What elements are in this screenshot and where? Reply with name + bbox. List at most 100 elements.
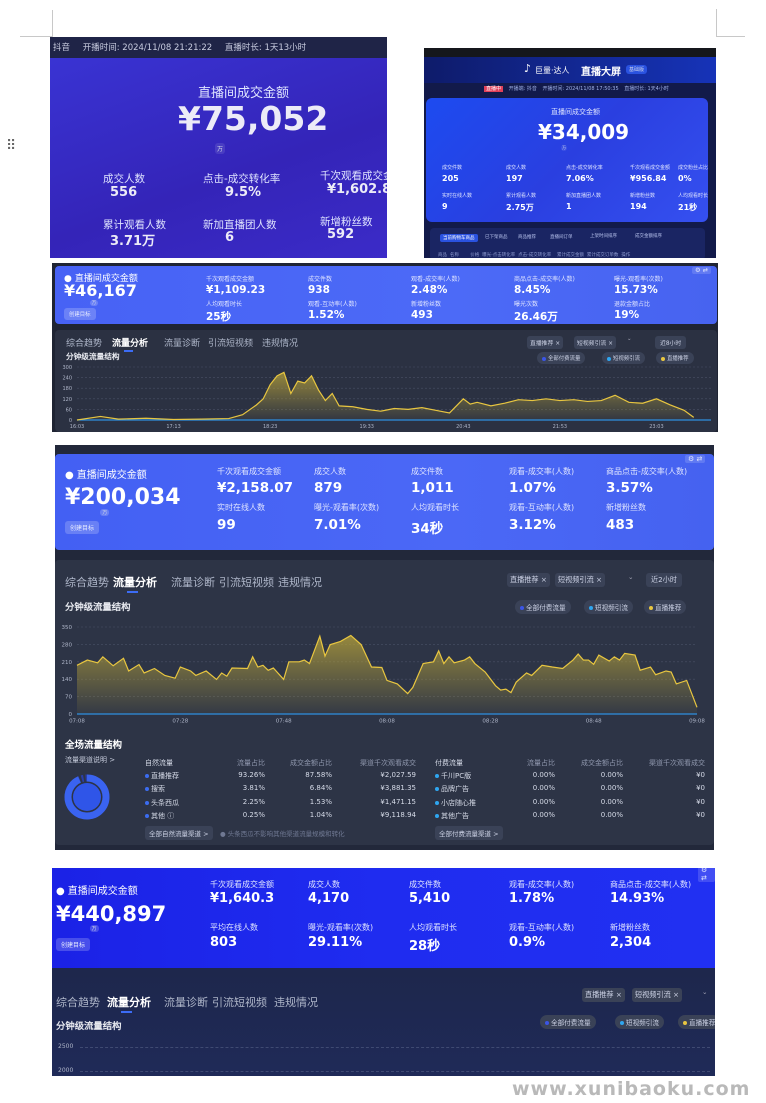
legend-item[interactable]: 直播推荐 <box>656 352 694 364</box>
filter-tag[interactable]: 短视频引流 × <box>632 988 682 1002</box>
legend-item[interactable]: 全部付费流量 <box>537 352 586 364</box>
channel-info-link[interactable]: 流量渠道说明 > <box>65 756 116 764</box>
metric-value: 14.93% <box>610 891 665 906</box>
settings-icon[interactable]: ⚙ ⇄ <box>692 267 711 274</box>
table-header: 流量占比 <box>237 759 265 767</box>
tab-0[interactable]: 综合趋势 <box>56 996 100 1009</box>
screenshot-dashboard-1: 抖音 开播时间: 2024/11/08 21:21:22 直播时长: 1天13小… <box>50 37 387 258</box>
sort-option[interactable]: 成交金额排序 <box>635 234 662 239</box>
legend-item[interactable]: 直播推荐 <box>644 600 687 614</box>
metric-label: 新加直播团人数 <box>203 219 277 231</box>
legend-item[interactable]: 直播推荐 <box>678 1015 715 1029</box>
table-cell: ¥2,027.59 <box>380 771 416 779</box>
time-range-select[interactable]: 近2小时 <box>646 573 682 587</box>
screenshot-dashboard-5: ● 直播间成交金额 ¥440,897 万创建目标 千次观看成交金额 ¥1,640.3 成交人… <box>52 868 715 1076</box>
live-badge: 直播中 <box>484 86 504 92</box>
cell-text: 品牌广告 <box>441 785 469 794</box>
create-goal-button[interactable]: 创建目标 <box>56 938 91 951</box>
settings-icon[interactable]: ⚙ ⇄ <box>698 868 715 882</box>
metric-value: 15.73% <box>614 284 658 296</box>
metric-label: 人均观看时长 <box>206 301 243 308</box>
metric-value: 556 <box>110 185 138 200</box>
table-cell: 0.00% <box>601 811 623 819</box>
tab-0[interactable]: 综合趋势 <box>65 576 109 589</box>
table-cell: 87.58% <box>305 771 332 779</box>
channel-dot <box>435 813 439 818</box>
filter-tag[interactable]: 短视频引流 × <box>574 336 616 349</box>
product-tab[interactable]: 商品推荐 <box>518 235 536 240</box>
tab-3[interactable]: 引流短视频 <box>208 339 254 349</box>
create-goal-button[interactable]: 创建目标 <box>64 308 96 320</box>
metric-value: 9 <box>442 202 448 211</box>
tab-2[interactable]: 流量诊断 <box>164 996 208 1009</box>
x-tick-label: 19:33 <box>360 424 374 430</box>
metric-label: 成交件数 <box>308 276 333 283</box>
tab-1[interactable]: 流量分析 <box>107 996 151 1009</box>
legend-item[interactable]: 全部付费流量 <box>515 600 571 614</box>
info-circle-icon: ● <box>65 470 74 481</box>
metric-value: 29.11% <box>308 935 363 950</box>
legend-item[interactable]: 短视频引流 <box>602 352 645 364</box>
unit-chip: 万 <box>89 300 99 306</box>
drag-handle-icon[interactable]: ⠿ <box>6 138 17 154</box>
product-tab[interactable]: 已下架商品 <box>485 235 508 240</box>
all-natural-channels-button[interactable]: 全部自然流量渠道 > <box>145 826 213 840</box>
metric-value: ¥1,640.3 <box>210 891 275 906</box>
tab-2[interactable]: 流量诊断 <box>164 339 201 349</box>
metric-label: 观看-成交率(人数) <box>509 467 575 476</box>
all-paid-channels-button[interactable]: 全部付费流量渠道 > <box>435 826 503 840</box>
legend-item[interactable]: 短视频引流 <box>615 1015 664 1029</box>
table-cell: 3.81% <box>243 784 265 792</box>
duration: 直播时长: 1天4小时 <box>624 86 669 92</box>
tab-3[interactable]: 引流短视频 <box>212 996 267 1009</box>
legend-item[interactable]: 短视频引流 <box>584 600 633 614</box>
chevron-down-icon[interactable]: ⌄ <box>628 573 634 581</box>
metric-value: 1,011 <box>411 480 454 496</box>
table-cell: ¥1,471.15 <box>380 798 416 806</box>
y-tick-label: 2500 <box>58 1043 74 1050</box>
chevron-down-icon[interactable]: ⌄ <box>702 988 708 996</box>
gmv-title: ● 直播间成交金额 <box>56 882 138 897</box>
table-header: 流量占比 <box>527 759 555 767</box>
filter-tag[interactable]: 直播推荐 × <box>582 988 625 1002</box>
chevron-down-icon[interactable]: ⌄ <box>627 336 632 342</box>
table-cell: 0.00% <box>601 798 623 806</box>
metric-label: 新加直播团人数 <box>566 193 602 199</box>
cell-text: ¥9,118.94 <box>380 810 416 819</box>
cell-text: 0.00% <box>600 810 623 819</box>
start-time: 开播时间: 2024/11/08 17:50:35 <box>542 86 619 92</box>
filter-tag[interactable]: 直播推荐 × <box>507 573 550 587</box>
cell-text: 0.00% <box>600 797 623 806</box>
product-tab[interactable]: 直播间订单 <box>550 235 573 240</box>
metric-label: 观看-互动率(人数) <box>509 503 575 512</box>
sort-option[interactable]: 上架时间排序 <box>590 234 617 239</box>
legend-item[interactable]: 全部付费流量 <box>540 1015 596 1029</box>
y-tick-label: 140 <box>62 677 73 683</box>
metric-value: 6 <box>225 230 235 245</box>
tab-2[interactable]: 流量诊断 <box>171 576 215 589</box>
tab-underline <box>123 349 133 352</box>
tab-4[interactable]: 违规情况 <box>278 576 322 589</box>
settings-icon[interactable]: ⚙ ⇄ <box>685 455 706 463</box>
channel-name: 其他广告 <box>435 811 469 821</box>
legend-label: 直播推荐 <box>667 356 689 362</box>
filter-tag[interactable]: 短视频引流 × <box>555 573 605 587</box>
tab-4[interactable]: 违规情况 <box>274 996 318 1009</box>
metric-value: 197 <box>506 174 523 183</box>
cell-text: 0.00% <box>600 771 623 779</box>
tab-0[interactable]: 综合趋势 <box>66 339 103 349</box>
filter-tag[interactable]: 直播推荐 × <box>527 336 564 349</box>
time-range-select[interactable]: 近8小时 <box>655 336 687 349</box>
gmv-title-text: 直播间成交金额 <box>67 886 138 897</box>
tab-3[interactable]: 引流短视频 <box>219 576 274 589</box>
product-tab[interactable]: 当前购物车商品 <box>440 234 478 242</box>
edition-select[interactable]: 基础版 <box>626 65 648 74</box>
tab-1[interactable]: 流量分析 <box>112 339 149 349</box>
metric-value: 28秒 <box>409 939 441 954</box>
tab-4[interactable]: 违规情况 <box>262 339 299 349</box>
cell-text: ¥2,027.59 <box>380 771 416 779</box>
create-goal-button[interactable]: 创建目标 <box>65 521 100 534</box>
legend-dot <box>520 606 524 610</box>
tab-1[interactable]: 流量分析 <box>113 576 157 589</box>
metric-label: 观看-互动率(人数) <box>509 923 575 932</box>
